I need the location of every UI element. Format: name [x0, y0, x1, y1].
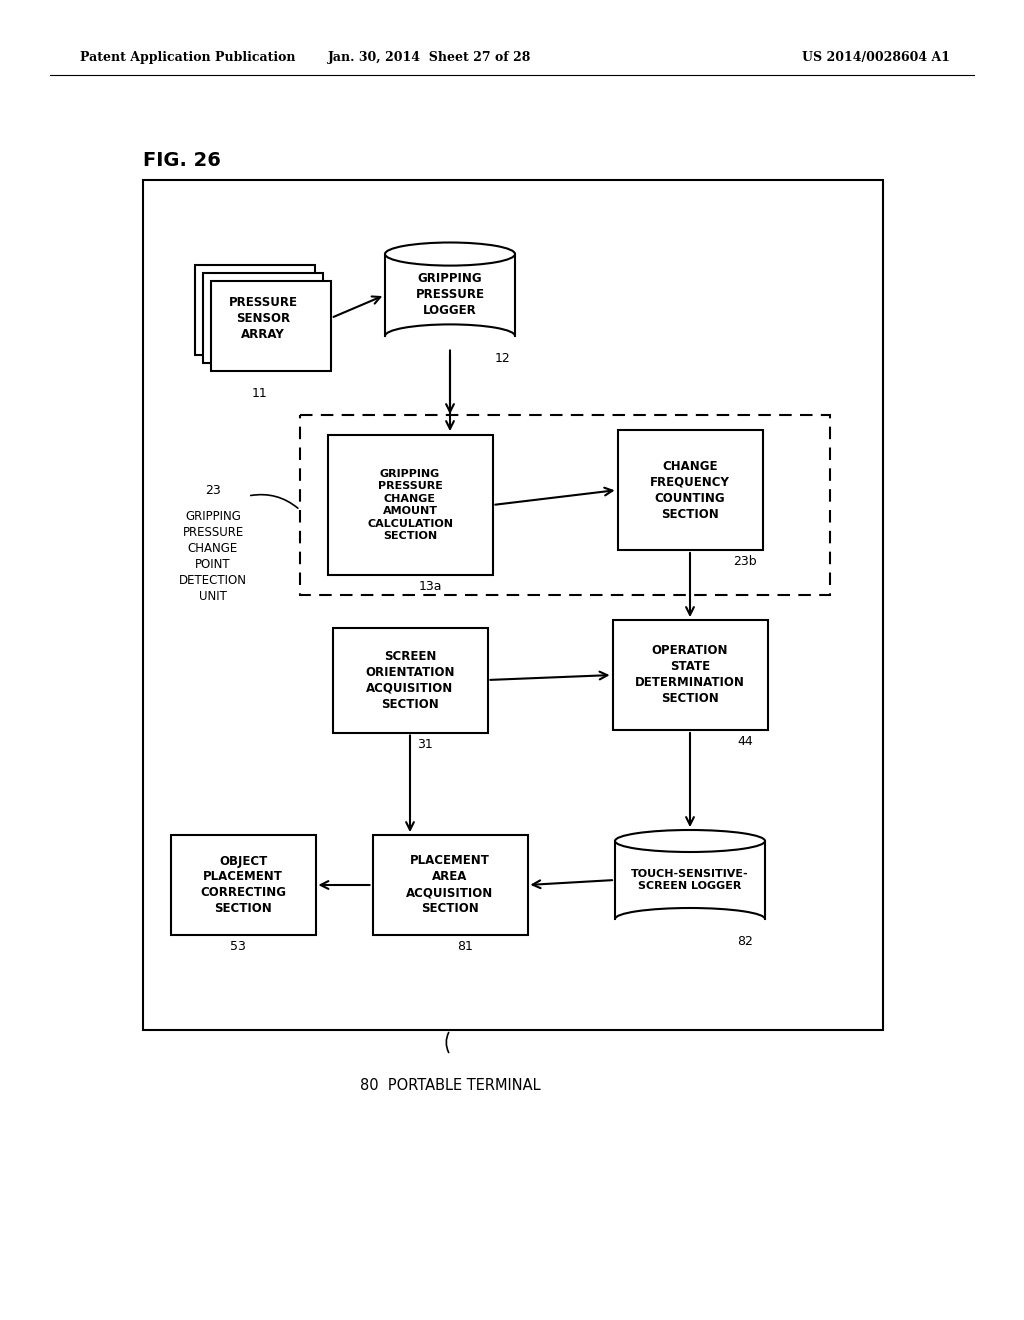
Text: OPERATION
STATE
DETERMINATION
SECTION: OPERATION STATE DETERMINATION SECTION	[635, 644, 744, 705]
Text: 31: 31	[417, 738, 433, 751]
Text: OBJECT
PLACEMENT
CORRECTING
SECTION: OBJECT PLACEMENT CORRECTING SECTION	[200, 854, 286, 916]
Text: GRIPPING
PRESSURE
CHANGE
AMOUNT
CALCULATION
SECTION: GRIPPING PRESSURE CHANGE AMOUNT CALCULAT…	[367, 469, 453, 541]
Text: GRIPPING
PRESSURE
LOGGER: GRIPPING PRESSURE LOGGER	[416, 272, 484, 318]
Bar	[612, 620, 768, 730]
Text: Jan. 30, 2014  Sheet 27 of 28: Jan. 30, 2014 Sheet 27 of 28	[329, 51, 531, 65]
Ellipse shape	[385, 325, 515, 347]
Ellipse shape	[615, 830, 765, 851]
Bar	[328, 436, 493, 576]
Bar	[333, 627, 487, 733]
Text: 82: 82	[737, 935, 753, 948]
Text: 13a: 13a	[418, 579, 441, 593]
Bar	[373, 836, 527, 935]
Bar	[617, 430, 763, 550]
Ellipse shape	[615, 908, 765, 931]
Text: 11: 11	[252, 387, 268, 400]
Bar	[385, 253, 515, 337]
Text: US 2014/0028604 A1: US 2014/0028604 A1	[802, 51, 950, 65]
Text: 23: 23	[205, 483, 221, 496]
FancyArrowPatch shape	[251, 495, 298, 508]
Text: 12: 12	[495, 352, 511, 366]
Text: 44: 44	[737, 735, 753, 748]
Text: SCREEN
ORIENTATION
ACQUISITION
SECTION: SCREEN ORIENTATION ACQUISITION SECTION	[366, 649, 455, 710]
Text: 80  PORTABLE TERMINAL: 80 PORTABLE TERMINAL	[359, 1077, 541, 1093]
Text: GRIPPING
PRESSURE
CHANGE
POINT
DETECTION
UNIT: GRIPPING PRESSURE CHANGE POINT DETECTION…	[179, 510, 247, 603]
Text: PRESSURE
SENSOR
ARRAY: PRESSURE SENSOR ARRAY	[228, 296, 298, 341]
Bar	[143, 180, 883, 1030]
Bar	[195, 265, 315, 355]
Bar	[300, 414, 830, 595]
Bar	[615, 841, 765, 919]
Text: 81: 81	[457, 940, 473, 953]
Text: PLACEMENT
AREA
ACQUISITION
SECTION: PLACEMENT AREA ACQUISITION SECTION	[407, 854, 494, 916]
FancyArrowPatch shape	[446, 1032, 449, 1052]
Text: Patent Application Publication: Patent Application Publication	[80, 51, 296, 65]
Text: FIG. 26: FIG. 26	[143, 150, 221, 169]
Text: 53: 53	[230, 940, 246, 953]
Text: TOUCH-SENSITIVE-
SCREEN LOGGER: TOUCH-SENSITIVE- SCREEN LOGGER	[631, 869, 749, 891]
Text: CHANGE
FREQUENCY
COUNTING
SECTION: CHANGE FREQUENCY COUNTING SECTION	[650, 459, 730, 520]
Bar	[171, 836, 315, 935]
Bar	[211, 281, 331, 371]
Bar	[203, 273, 323, 363]
Text: 23b: 23b	[733, 554, 757, 568]
Ellipse shape	[385, 243, 515, 265]
